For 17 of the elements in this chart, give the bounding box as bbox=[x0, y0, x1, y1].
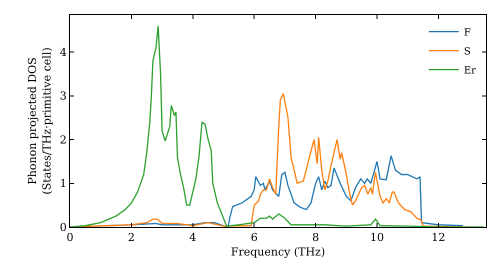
x-tick-label: 4 bbox=[189, 231, 196, 244]
y-tick-label: 2 bbox=[60, 133, 67, 146]
x-tick-label: 8 bbox=[312, 231, 320, 244]
legend-label: F bbox=[464, 28, 471, 39]
y-tick-label: 1 bbox=[60, 177, 67, 190]
x-tick-label: 2 bbox=[128, 231, 135, 244]
y-tick-label: 4 bbox=[60, 46, 67, 59]
y-tick-label: 3 bbox=[60, 90, 67, 103]
legend-label: S bbox=[464, 46, 471, 58]
x-tick-label: 6 bbox=[250, 231, 258, 244]
y-tick-label: 0 bbox=[60, 220, 67, 234]
y-axis-title: Phonon projected DOS (States/THz·primitive cell) bbox=[26, 47, 54, 195]
x-axis-title: Frequency (THz) bbox=[230, 245, 326, 258]
line-series bbox=[70, 25, 486, 227]
x-tick-label: 12 bbox=[431, 231, 446, 244]
x-tick-label: 10 bbox=[370, 231, 384, 244]
legend-label: Er bbox=[464, 66, 476, 77]
